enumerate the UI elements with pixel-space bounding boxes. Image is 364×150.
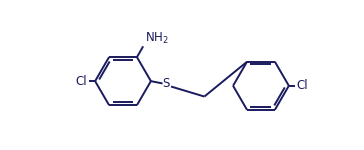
Text: S: S (163, 77, 170, 90)
Text: NH$_2$: NH$_2$ (145, 30, 169, 46)
Text: Cl: Cl (297, 79, 308, 92)
Text: Cl: Cl (76, 75, 87, 88)
